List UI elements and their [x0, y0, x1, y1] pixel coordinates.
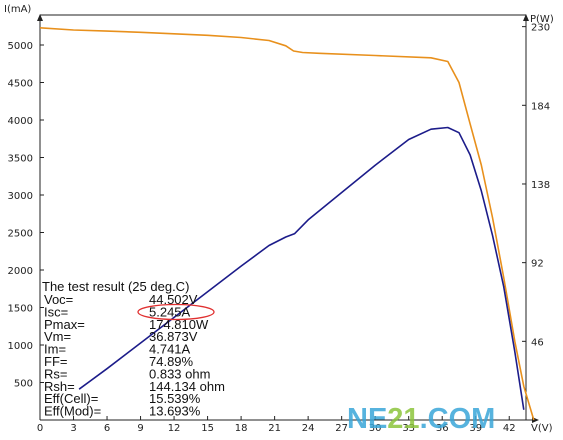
result-label: Rs= — [44, 366, 67, 381]
result-value: 5.245A — [149, 304, 191, 319]
x-tick-label: 12 — [168, 423, 181, 434]
x-tick-label: 27 — [335, 423, 348, 434]
y-axis-right-arrow — [523, 14, 529, 21]
result-label: Pmax= — [44, 317, 85, 332]
y2-tick-label: 184 — [531, 101, 550, 112]
result-label: Isc= — [44, 304, 68, 319]
y2-tick-label: 92 — [531, 259, 544, 270]
result-value: 13.693% — [149, 404, 201, 419]
watermark-part1: NE — [347, 403, 387, 435]
x-axis-label: V(V) — [531, 423, 553, 434]
x-tick-label: 36 — [436, 423, 449, 434]
power-series-line — [78, 126, 525, 410]
result-label: Vm= — [44, 329, 71, 344]
y-tick-label: 1500 — [8, 304, 33, 315]
x-tick-label: 21 — [268, 423, 281, 434]
y-axis-label: I(mA) — [4, 4, 31, 15]
result-label: Eff(Cell)= — [44, 391, 98, 406]
x-tick-label: 33 — [402, 423, 415, 434]
watermark-logo: NE21.COM — [347, 403, 495, 435]
y-tick-label: 3500 — [8, 154, 33, 165]
y2-tick-label: 230 — [531, 23, 550, 34]
x-tick-label: 15 — [201, 423, 214, 434]
x-tick-label: 3 — [70, 423, 76, 434]
result-value: 174.810W — [149, 317, 209, 332]
x-tick-label: 0 — [37, 423, 43, 434]
result-label: Im= — [44, 342, 66, 357]
result-title: The test result (25 deg.C) — [42, 279, 189, 294]
x-tick-label: 42 — [503, 423, 516, 434]
result-label: FF= — [44, 354, 67, 369]
result-value: 144.134 ohm — [149, 379, 225, 394]
result-label: Eff(Mod)= — [44, 404, 101, 419]
result-label: Rsh= — [44, 379, 75, 394]
y-tick-label: 3000 — [8, 191, 33, 202]
current-series-line — [39, 27, 535, 421]
y-tick-label: 5000 — [8, 41, 33, 52]
y2-tick-label: 138 — [531, 180, 550, 191]
x-tick-label: 30 — [369, 423, 382, 434]
x-tick-label: 6 — [104, 423, 110, 434]
isc-highlight-ellipse — [137, 303, 215, 321]
y2-axis-label: P(W) — [530, 14, 554, 25]
y-tick-label: 4000 — [8, 116, 33, 127]
y2-tick-label: 46 — [531, 337, 544, 348]
result-value: 36.873V — [149, 329, 198, 344]
x-tick-label: 39 — [469, 423, 482, 434]
x-tick-label: 18 — [235, 423, 248, 434]
watermark-part3: .COM — [420, 403, 496, 435]
result-value: 44.502V — [149, 292, 198, 307]
result-value: 0.833 ohm — [149, 366, 210, 381]
y-tick-label: 2500 — [8, 229, 33, 240]
result-value: 15.539% — [149, 391, 201, 406]
y-tick-label: 500 — [14, 379, 33, 390]
result-value: 4.741A — [149, 342, 191, 357]
y-tick-label: 2000 — [8, 266, 33, 277]
y-tick-label: 1000 — [8, 341, 33, 352]
result-label: Voc= — [44, 292, 73, 307]
y-tick-label: 4500 — [8, 79, 33, 90]
x-tick-label: 24 — [302, 423, 315, 434]
result-value: 74.89% — [149, 354, 194, 369]
y-axis-left-arrow — [37, 14, 43, 21]
x-tick-label: 9 — [137, 423, 143, 434]
watermark-part2: 21 — [387, 403, 419, 435]
